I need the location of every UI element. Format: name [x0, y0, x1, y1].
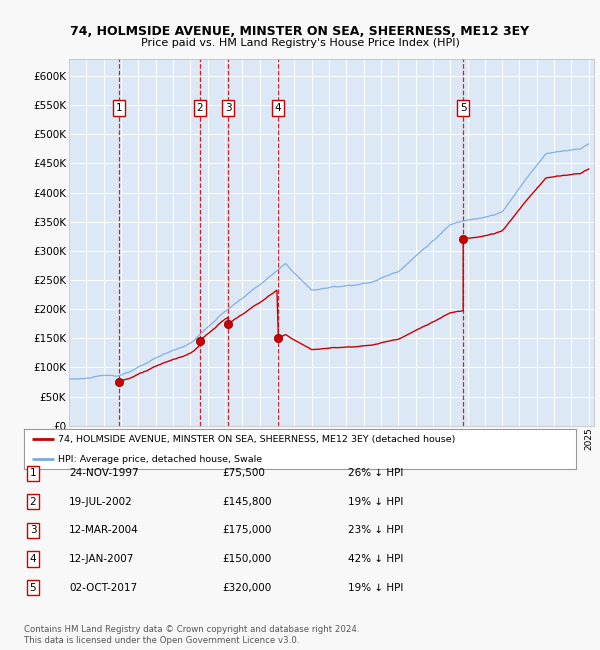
Text: 12-JAN-2007: 12-JAN-2007 — [69, 554, 134, 564]
Text: Price paid vs. HM Land Registry's House Price Index (HPI): Price paid vs. HM Land Registry's House … — [140, 38, 460, 47]
Text: 42% ↓ HPI: 42% ↓ HPI — [348, 554, 403, 564]
Text: £145,800: £145,800 — [222, 497, 271, 507]
Text: 5: 5 — [29, 582, 37, 593]
Text: 1: 1 — [116, 103, 122, 113]
Text: HPI: Average price, detached house, Swale: HPI: Average price, detached house, Swal… — [58, 455, 262, 463]
Text: 3: 3 — [29, 525, 37, 536]
Text: 12-MAR-2004: 12-MAR-2004 — [69, 525, 139, 536]
Text: 5: 5 — [460, 103, 466, 113]
Text: £150,000: £150,000 — [222, 554, 271, 564]
Text: 74, HOLMSIDE AVENUE, MINSTER ON SEA, SHEERNESS, ME12 3EY (detached house): 74, HOLMSIDE AVENUE, MINSTER ON SEA, SHE… — [58, 435, 455, 443]
Text: 2: 2 — [29, 497, 37, 507]
Text: £320,000: £320,000 — [222, 582, 271, 593]
Text: 19% ↓ HPI: 19% ↓ HPI — [348, 497, 403, 507]
Text: Contains HM Land Registry data © Crown copyright and database right 2024.
This d: Contains HM Land Registry data © Crown c… — [24, 625, 359, 645]
Text: 24-NOV-1997: 24-NOV-1997 — [69, 468, 139, 478]
Text: 1: 1 — [29, 468, 37, 478]
Text: 02-OCT-2017: 02-OCT-2017 — [69, 582, 137, 593]
Text: 26% ↓ HPI: 26% ↓ HPI — [348, 468, 403, 478]
Text: £75,500: £75,500 — [222, 468, 265, 478]
Text: 74, HOLMSIDE AVENUE, MINSTER ON SEA, SHEERNESS, ME12 3EY: 74, HOLMSIDE AVENUE, MINSTER ON SEA, SHE… — [70, 25, 530, 38]
Text: 4: 4 — [274, 103, 281, 113]
Text: 23% ↓ HPI: 23% ↓ HPI — [348, 525, 403, 536]
Text: 3: 3 — [225, 103, 232, 113]
Text: 19% ↓ HPI: 19% ↓ HPI — [348, 582, 403, 593]
Text: 4: 4 — [29, 554, 37, 564]
Text: 19-JUL-2002: 19-JUL-2002 — [69, 497, 133, 507]
Text: 2: 2 — [197, 103, 203, 113]
Text: £175,000: £175,000 — [222, 525, 271, 536]
